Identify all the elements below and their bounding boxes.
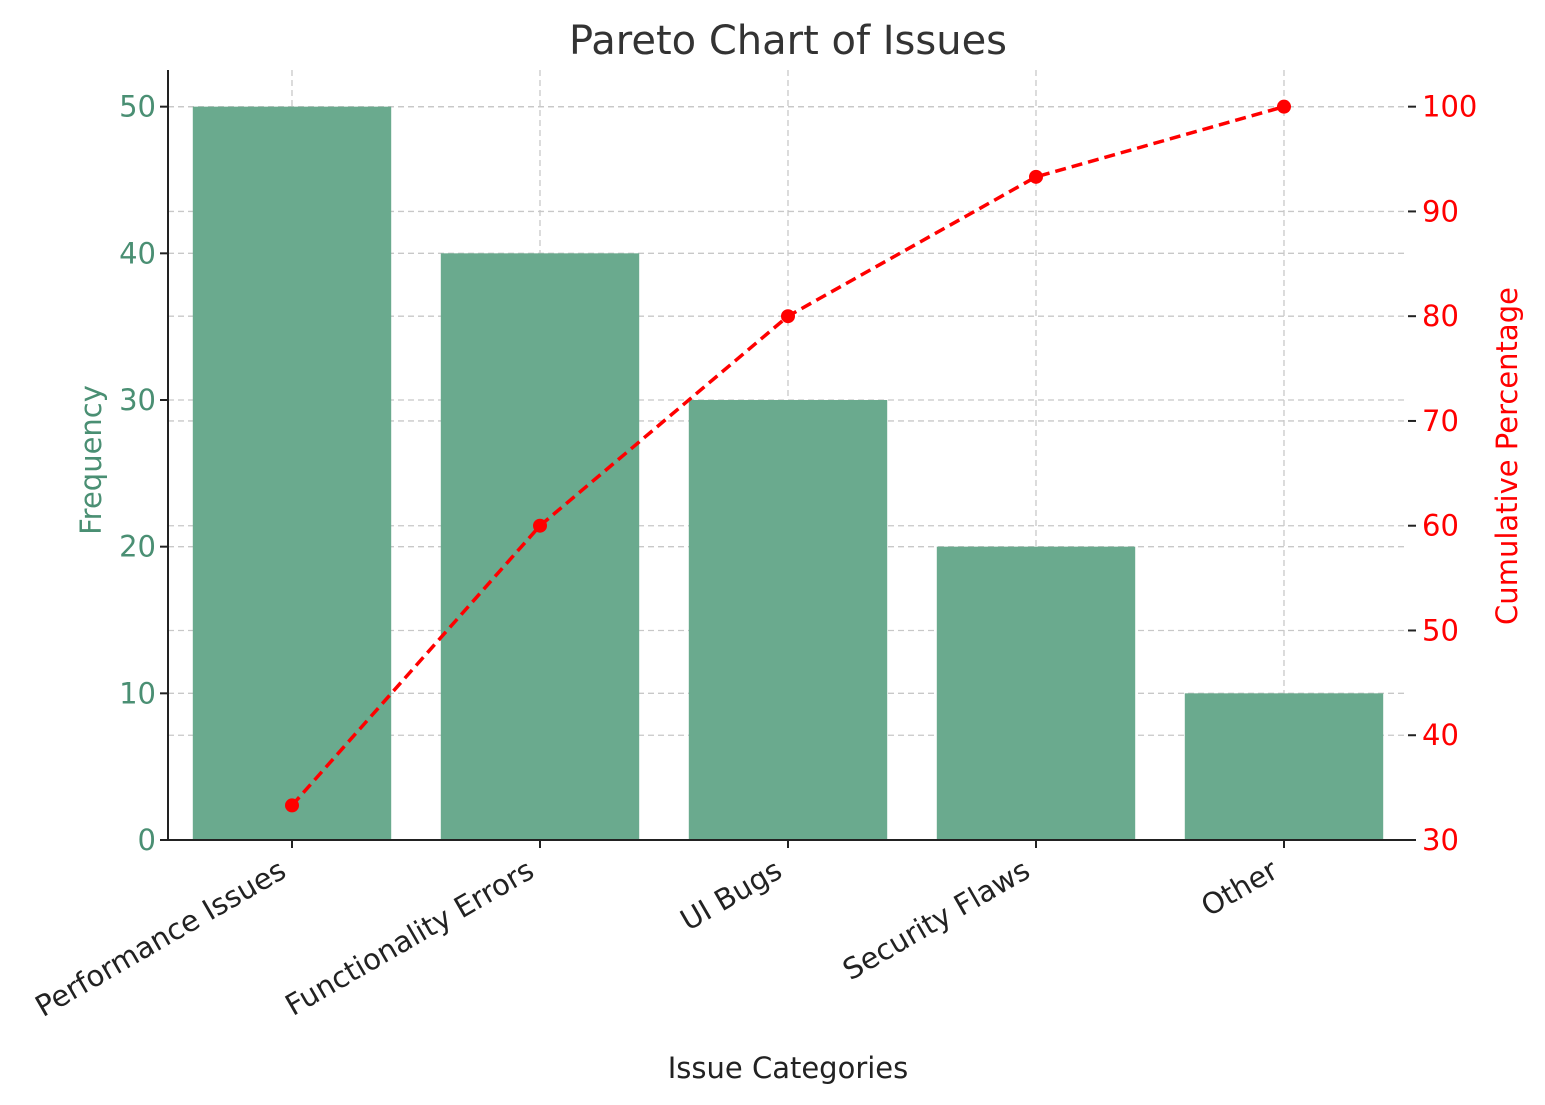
left-tick-label-3: 30 <box>119 383 156 417</box>
bar-2 <box>688 400 888 840</box>
right-tick-label-0: 30 <box>1422 823 1459 857</box>
cumulative-point-3 <box>1029 169 1043 184</box>
right-tick-label-3: 60 <box>1422 509 1459 543</box>
left-tick-label-1: 10 <box>119 676 156 710</box>
x-tick-label-3: Security Flaws <box>837 853 1036 987</box>
bar-3 <box>936 546 1136 840</box>
x-axis-label: Issue Categories <box>668 1051 909 1085</box>
x-tick-label-2: UI Bugs <box>675 853 788 938</box>
bar-4 <box>1184 693 1384 840</box>
left-axis-ticks: 0 10 20 30 40 50 <box>119 90 168 857</box>
bar-1 <box>440 253 640 841</box>
bar-series <box>192 106 1384 841</box>
left-tick-label-2: 20 <box>119 530 156 564</box>
left-tick-label-5: 50 <box>119 90 156 124</box>
bar-0 <box>192 106 392 840</box>
right-tick-label-4: 70 <box>1422 404 1459 438</box>
cumulative-point-4 <box>1277 99 1291 114</box>
cumulative-line-series <box>285 99 1291 813</box>
x-tick-label-0: Performance Issues <box>29 853 291 1024</box>
cumulative-point-2 <box>781 309 795 324</box>
right-axis-ticks: 30 40 50 60 70 80 90 100 <box>1408 90 1477 857</box>
right-tick-label-5: 80 <box>1422 299 1459 333</box>
right-tick-label-6: 90 <box>1422 194 1459 228</box>
left-tick-label-4: 40 <box>119 236 156 270</box>
left-tick-label-0: 0 <box>138 823 156 857</box>
right-tick-label-2: 50 <box>1422 613 1459 647</box>
chart-title: Pareto Chart of Issues <box>569 18 1007 64</box>
cumulative-point-0 <box>285 798 299 813</box>
x-tick-label-4: Other <box>1195 853 1283 924</box>
right-tick-label-7: 100 <box>1422 90 1477 124</box>
y-axis-label: Frequency <box>74 385 108 535</box>
y2-axis-label: Cumulative Percentage <box>1490 287 1524 625</box>
x-tick-label-1: Functionality Errors <box>279 853 539 1023</box>
right-tick-label-1: 40 <box>1422 718 1459 752</box>
cumulative-point-1 <box>533 518 547 533</box>
